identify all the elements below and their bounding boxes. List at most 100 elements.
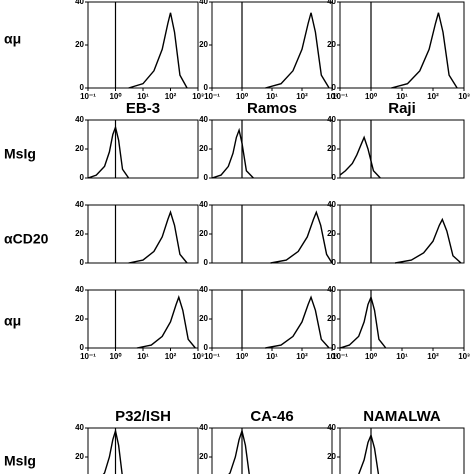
x-tick-label: 10² [296,352,308,361]
x-tick-label: 10³ [192,92,204,101]
histogram-line [358,433,380,474]
y-tick-label: 40 [75,200,84,209]
plot-frame [87,204,199,264]
x-tick-label: 10¹ [137,352,149,361]
y-tick-label: 40 [327,423,336,432]
x-tick-label: 10⁰ [236,352,249,361]
y-tick-label: 40 [327,0,336,6]
plot-frame [211,119,333,179]
panel-title: EB-3 [126,100,160,117]
y-tick-label: 0 [204,343,209,352]
y-tick-label: 20 [327,40,336,49]
y-tick-label: 20 [327,144,336,153]
x-tick-label: 10¹ [266,92,278,101]
y-tick-label: 0 [80,173,85,182]
y-tick-label: 0 [332,343,337,352]
row-label: αCD20 [4,231,49,247]
y-tick-label: 40 [199,285,208,294]
histogram-line [391,12,458,89]
histogram-line [270,210,333,264]
y-tick-label: 0 [204,258,209,267]
x-tick-label: 10⁰ [365,92,378,101]
y-tick-label: 20 [327,314,336,323]
x-tick-label: 10¹ [396,352,408,361]
histogram-line [265,295,330,349]
plot-frame [211,427,333,474]
histogram-line [339,295,387,349]
x-tick-label: 10¹ [266,352,278,361]
x-tick-label: 10⁰ [109,92,122,101]
y-tick-label: 20 [75,452,84,461]
y-tick-label: 40 [75,115,84,124]
y-tick-label: 0 [204,173,209,182]
panel-title: P32/ISH [115,408,171,425]
x-tick-label: 10² [296,92,308,101]
y-tick-label: 40 [199,0,208,6]
histogram-line [87,124,130,179]
y-tick-label: 20 [199,452,208,461]
y-tick-label: 20 [75,144,84,153]
plot-frame [211,1,333,89]
y-tick-label: 0 [80,83,85,92]
x-tick-label: 10¹ [396,92,408,101]
panel-title: Ramos [247,100,297,117]
y-tick-label: 20 [327,229,336,238]
y-tick-label: 20 [199,314,208,323]
plot-frame [87,289,199,349]
histogram-line [211,127,254,179]
x-tick-label: 10⁰ [109,352,122,361]
row-label: αμ [4,31,21,47]
panel-title: Raji [388,100,416,117]
x-tick-label: 10³ [192,352,204,361]
plot-frame [211,289,333,349]
plot-frame [87,119,199,179]
y-tick-label: 40 [199,115,208,124]
x-tick-label: 10² [165,92,177,101]
panel-title: CA-46 [250,408,293,425]
x-tick-label: 10² [427,92,439,101]
x-tick-label: 10⁻¹ [332,352,348,361]
y-tick-label: 40 [199,200,208,209]
x-tick-label: 10³ [458,92,470,101]
y-tick-label: 40 [327,200,336,209]
x-tick-label: 10⁰ [365,352,378,361]
y-tick-label: 40 [75,0,84,6]
histogram-line [128,210,188,264]
x-tick-label: 10³ [326,92,338,101]
y-tick-label: 20 [327,452,336,461]
x-tick-label: 10¹ [137,92,149,101]
histogram-line [228,428,250,474]
histogram-line [265,12,330,89]
y-tick-label: 0 [80,343,85,352]
y-tick-label: 40 [199,423,208,432]
panel-title: NAMALWA [363,408,441,425]
y-tick-label: 40 [75,285,84,294]
plot-frame [87,1,199,89]
y-tick-label: 0 [332,83,337,92]
row-label: MsIg [4,453,36,469]
y-tick-label: 20 [75,40,84,49]
x-tick-label: 10³ [326,352,338,361]
y-tick-label: 0 [332,258,337,267]
y-tick-label: 20 [199,229,208,238]
x-tick-label: 10² [165,352,177,361]
plot-frame [339,289,465,349]
row-label: MsIg [4,146,36,162]
y-tick-label: 20 [75,314,84,323]
y-tick-label: 0 [204,83,209,92]
row-label: αμ [4,313,21,329]
plot-frame [211,204,333,264]
x-tick-label: 10⁻¹ [332,92,348,101]
y-tick-label: 20 [199,144,208,153]
y-tick-label: 0 [332,173,337,182]
plot-frame [339,427,465,474]
histogram-line [136,295,196,349]
x-tick-label: 10³ [458,352,470,361]
histogram-line [339,135,381,179]
x-tick-label: 10⁻¹ [204,352,220,361]
histogram-line [394,217,462,264]
plot-frame [87,427,199,474]
y-tick-label: 20 [75,229,84,238]
x-tick-label: 10⁻¹ [80,92,96,101]
